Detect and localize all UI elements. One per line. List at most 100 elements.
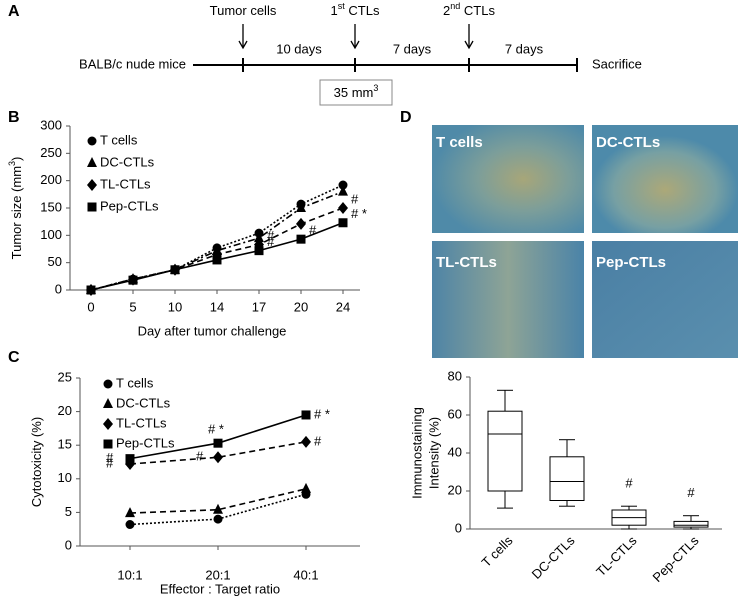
y-axis-label-part: Tumor size (mm xyxy=(9,166,24,259)
y-tick-label: 0 xyxy=(455,520,462,535)
y-tick-label: 150 xyxy=(40,199,62,214)
marker xyxy=(87,179,97,191)
marker xyxy=(301,410,311,420)
box xyxy=(487,410,523,492)
marker xyxy=(128,275,138,285)
y-tick-label: 200 xyxy=(40,172,62,187)
marker xyxy=(301,435,311,448)
event-label-part: CTLs xyxy=(345,3,380,18)
panel-label: D xyxy=(400,109,412,126)
y-axis-label-part: Cytotoxicity (%) xyxy=(29,417,44,507)
marker xyxy=(301,482,311,493)
x-tick-label: 0 xyxy=(87,299,94,314)
annotation: # xyxy=(687,485,695,500)
image-label: Pep-CTLs xyxy=(596,254,666,271)
legend-label: T cells xyxy=(100,132,138,147)
legend-label: DC-CTLs xyxy=(116,395,171,410)
size-label-part: 35 mm xyxy=(334,85,374,100)
arrow-head xyxy=(464,40,474,50)
marker xyxy=(103,418,113,430)
marker xyxy=(87,202,97,212)
marker xyxy=(103,379,113,389)
histology-images xyxy=(432,125,738,358)
panel-label: A xyxy=(8,3,20,20)
marker xyxy=(212,255,222,265)
point-label: # xyxy=(267,234,275,249)
annotation: # xyxy=(625,476,633,491)
point-label: # xyxy=(309,223,317,238)
marker xyxy=(338,180,348,190)
marker xyxy=(125,519,135,529)
marker xyxy=(125,454,135,464)
marker xyxy=(254,246,264,256)
size-label-part: 3 xyxy=(373,83,378,93)
point-label: # * xyxy=(351,206,367,221)
x-tick-label: 17 xyxy=(252,299,266,314)
x-tick-label: DC-CTLs xyxy=(529,533,578,582)
point-label: # xyxy=(106,450,114,465)
point-label: # * xyxy=(208,422,224,437)
x-axis-label: Day after tumor challenge xyxy=(138,323,287,338)
image-label: TL-CTLs xyxy=(436,254,497,271)
x-tick-label: T cells xyxy=(479,533,516,570)
size-box xyxy=(319,79,393,106)
interval-label: 10 days xyxy=(276,41,322,56)
image-tile xyxy=(592,125,738,233)
marker xyxy=(213,451,223,464)
timeline-subject: BALB/c nude mice xyxy=(79,56,186,71)
y-axis-label-part: 3 xyxy=(7,161,17,166)
image-tile xyxy=(432,241,584,358)
x-tick-label: 10 xyxy=(168,299,182,314)
y-tick-label: 20 xyxy=(448,482,462,497)
x-tick-label: TL-CTLs xyxy=(593,533,640,580)
y-tick-label: 20 xyxy=(58,403,72,418)
y-tick-label: 100 xyxy=(40,227,62,242)
event-label: 2nd CTLs xyxy=(443,1,495,18)
point-label: # xyxy=(314,433,322,448)
interval-label: 7 days xyxy=(393,41,432,56)
event-label-part: CTLs xyxy=(460,3,495,18)
marker xyxy=(338,202,348,214)
y-axis-label-part: ) xyxy=(9,157,24,161)
arrow-head xyxy=(238,40,248,50)
image-tile xyxy=(592,241,738,358)
image-tile xyxy=(432,125,584,233)
y-axis-label: Tumor size (mm3) xyxy=(7,157,24,260)
point-label: # xyxy=(267,228,275,243)
legend-label: Pep-CTLs xyxy=(100,198,159,213)
y-tick-label: 10 xyxy=(58,470,72,485)
legend-label: DC-CTLs xyxy=(100,154,155,169)
box xyxy=(549,456,585,501)
marker xyxy=(87,157,97,167)
legend-label: TL-CTLs xyxy=(116,415,167,430)
event-label: 1st CTLs xyxy=(331,1,380,18)
box xyxy=(673,520,709,528)
marker xyxy=(87,136,97,146)
x-tick-label: 10:1 xyxy=(117,567,142,582)
x-axis-label: Effector : Target ratio xyxy=(160,581,280,596)
image-label: DC-CTLs xyxy=(596,134,660,151)
event-label-part: st xyxy=(338,1,346,11)
x-tick-label: 5 xyxy=(129,299,136,314)
x-tick-label: 14 xyxy=(210,299,224,314)
x-tick-label: 40:1 xyxy=(293,567,318,582)
marker xyxy=(213,503,223,514)
marker xyxy=(212,248,222,261)
panel-label: B xyxy=(8,109,20,126)
y-tick-label: 15 xyxy=(58,437,72,452)
marker xyxy=(254,232,264,243)
legend-label: Pep-CTLs xyxy=(116,435,175,450)
y-tick-label: 5 xyxy=(65,504,72,519)
point-label: # xyxy=(196,449,204,464)
y-tick-label: 0 xyxy=(65,537,72,552)
image-label: T cells xyxy=(436,134,483,151)
y-axis-label: Immunostaining xyxy=(409,407,424,499)
x-tick-label: Pep-CTLs xyxy=(650,533,702,585)
point-label: # xyxy=(106,455,114,470)
marker xyxy=(86,285,96,295)
x-tick-label: 20 xyxy=(294,299,308,314)
legend-label: T cells xyxy=(116,375,154,390)
event-label-part: 2 xyxy=(443,3,450,18)
marker xyxy=(338,185,348,196)
